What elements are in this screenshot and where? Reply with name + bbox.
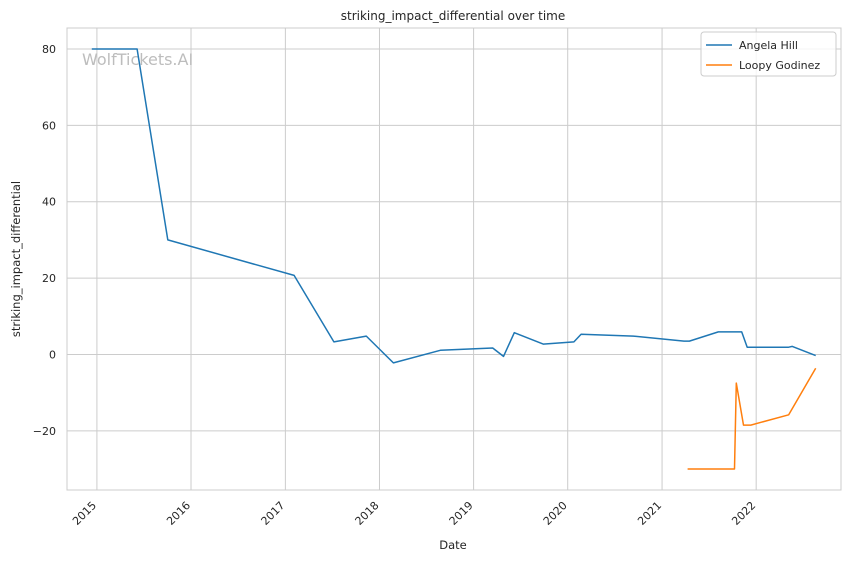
y-axis-label: striking_impact_differential — [9, 181, 23, 337]
y-tick-label: 60 — [42, 119, 56, 132]
series-line-1 — [687, 367, 817, 470]
y-axis: −20 0 20 40 60 80 — [33, 43, 56, 438]
y-tick-label: −20 — [33, 425, 56, 438]
x-axis-label: Date — [439, 538, 467, 552]
y-tick-label: 20 — [42, 272, 56, 285]
legend-box — [700, 31, 837, 77]
y-tick-label: 40 — [42, 196, 56, 209]
legend: Angela Hill Loopy Godinez — [700, 31, 837, 77]
y-tick-label: 80 — [42, 43, 56, 56]
plot-area-frame — [66, 27, 842, 491]
watermark-text: WolfTickets.AI — [82, 50, 193, 69]
legend-label-1: Loopy Godinez — [739, 59, 820, 72]
series-group — [91, 48, 817, 470]
legend-label-0: Angela Hill — [739, 39, 798, 52]
series-line-0 — [91, 48, 816, 364]
y-tick-label: 0 — [49, 348, 56, 361]
chart-title: striking_impact_differential over time — [341, 9, 566, 23]
